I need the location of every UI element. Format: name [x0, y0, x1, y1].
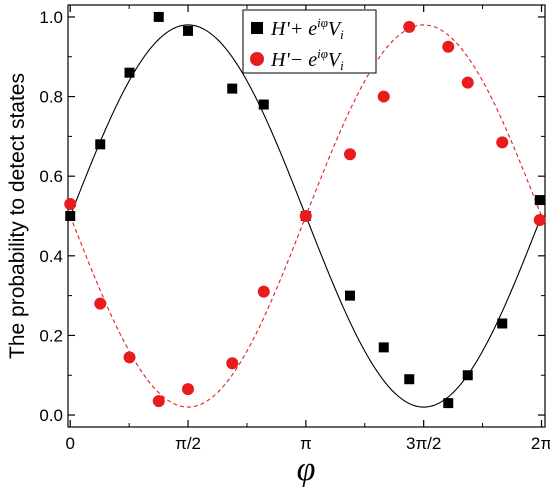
- data-points: [64, 11, 546, 409]
- data-point-circle: [461, 76, 474, 89]
- x-tick-label: 3π/2: [406, 434, 441, 453]
- data-point-square: [443, 398, 454, 409]
- x-tick-label: 2π: [531, 434, 550, 453]
- data-point-square: [65, 211, 76, 221]
- data-point-circle: [496, 136, 509, 149]
- data-point-circle: [377, 90, 390, 103]
- y-tick-label: 1.0: [39, 8, 63, 27]
- legend-label: H'− eiφVi: [270, 46, 344, 73]
- legend-label: H'+ eiφVi: [270, 15, 344, 42]
- y-tick-label: 0.0: [39, 406, 63, 425]
- data-point-circle: [226, 357, 239, 370]
- y-tick-label: 0.8: [39, 88, 63, 107]
- data-point-square: [534, 195, 545, 206]
- y-tick-label: 0.6: [39, 167, 63, 186]
- axis-ticks: 0 π/2 π 3π/2 2π 0.0 0.2 0.4 0.6 0.8 1.0: [39, 5, 550, 453]
- legend: H'+ eiφVi H'− eiφVi: [242, 9, 377, 74]
- x-tick-label: 0: [66, 434, 75, 453]
- y-tick-label: 0.2: [39, 326, 63, 345]
- data-point-square: [153, 11, 164, 22]
- data-point-circle: [403, 20, 416, 33]
- data-point-circle: [94, 297, 107, 310]
- data-point-circle: [64, 198, 77, 211]
- data-point-circle: [182, 383, 194, 396]
- data-point-circle: [257, 285, 270, 298]
- data-point-square: [258, 99, 269, 110]
- data-point-square: [404, 374, 415, 385]
- legend-marker-square: [251, 22, 263, 34]
- data-point-square: [124, 67, 135, 78]
- data-point-square: [227, 83, 238, 94]
- data-point-circle: [152, 395, 165, 408]
- x-tick-label: π/2: [175, 434, 201, 453]
- data-point-square: [183, 25, 193, 36]
- legend-frame: [242, 9, 377, 74]
- y-tick-label: 0.4: [39, 247, 63, 266]
- x-tick-label: π: [300, 434, 312, 453]
- data-point-square: [378, 342, 389, 353]
- data-point-circle: [299, 210, 312, 222]
- data-point-circle: [442, 40, 455, 53]
- data-point-circle: [533, 213, 546, 226]
- x-axis-label: φ: [297, 451, 316, 488]
- legend-marker-circle: [250, 52, 264, 66]
- data-point-circle: [344, 148, 356, 161]
- data-point-square: [462, 370, 473, 381]
- data-point-square: [497, 318, 508, 329]
- data-point-square: [345, 290, 355, 301]
- data-point-circle: [123, 351, 136, 364]
- y-axis-label: The probability to detect states: [6, 73, 29, 359]
- data-point-square: [95, 139, 106, 150]
